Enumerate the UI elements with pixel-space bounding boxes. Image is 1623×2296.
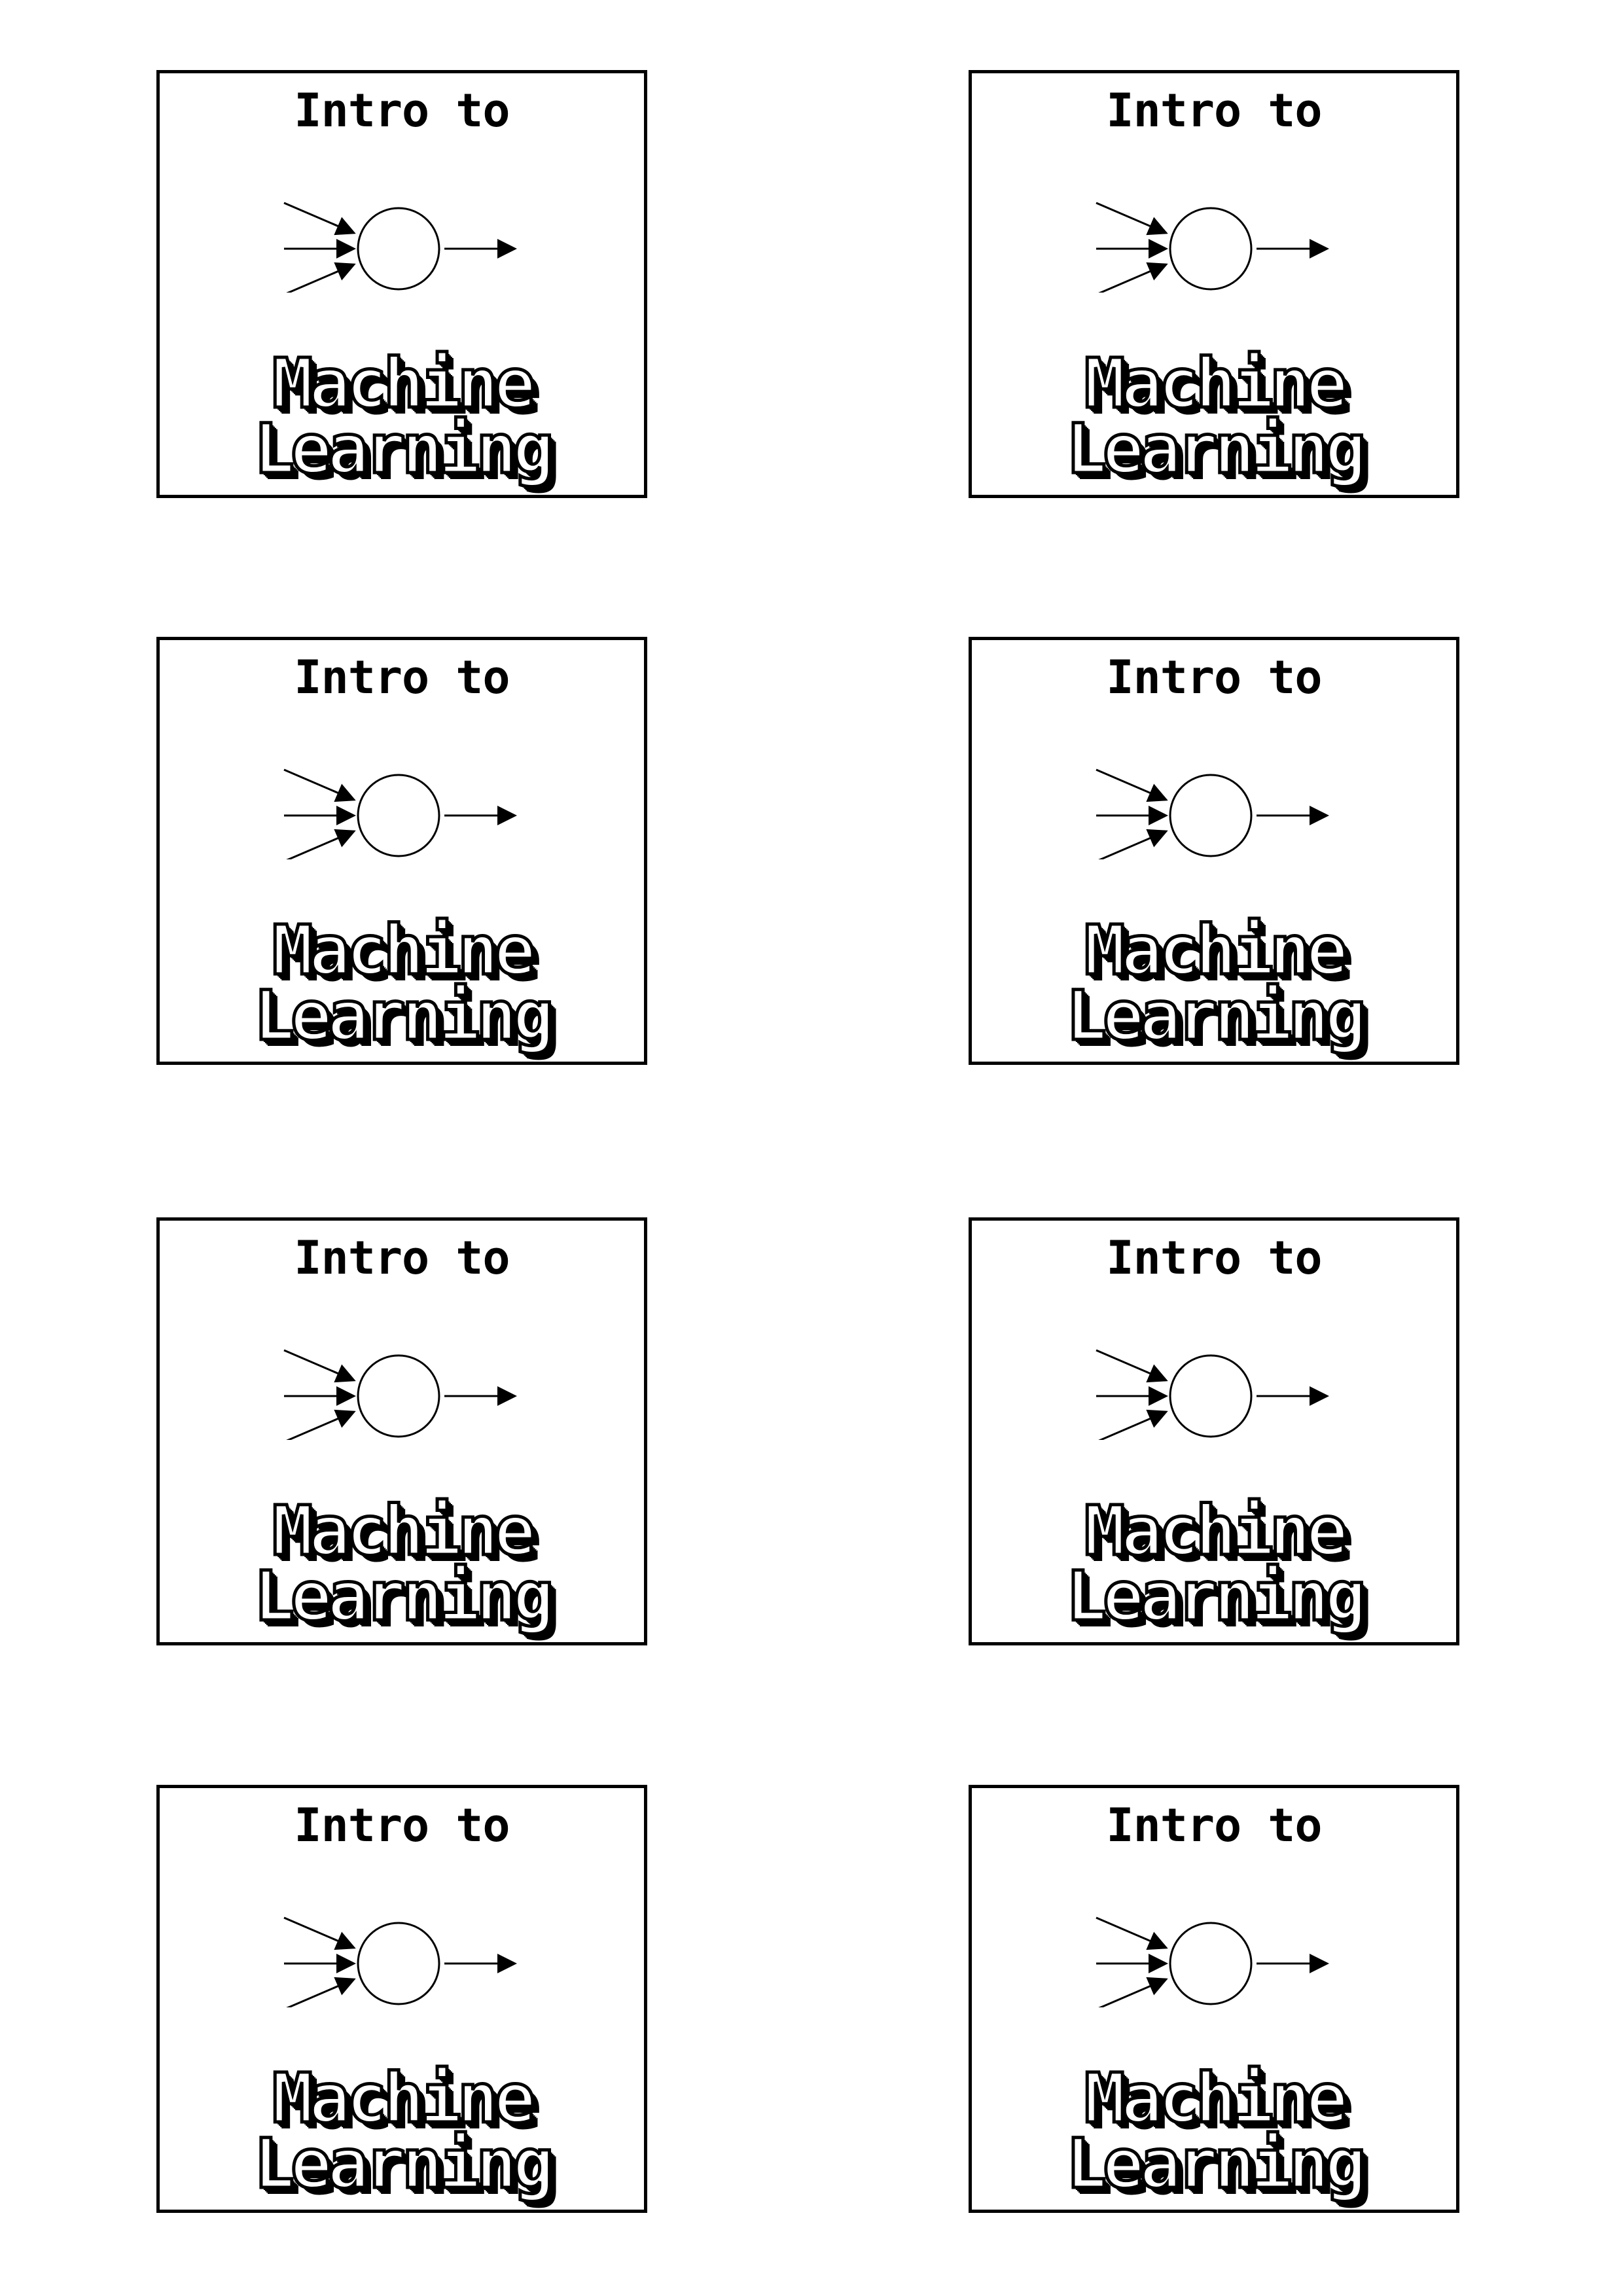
- label-card: Intro to Machine Learning: [156, 637, 647, 1065]
- title-learning: Learning: [1064, 2124, 1368, 2204]
- intro-text: Intro to: [294, 84, 510, 137]
- label-card: Intro to Machine Learning: [156, 1217, 647, 1645]
- title-machine: Machine: [270, 2058, 537, 2138]
- neuron-icon: [1096, 1349, 1329, 1440]
- intro-text: Intro to: [1106, 1799, 1322, 1852]
- title-learning: Learning: [252, 409, 556, 489]
- title-machine: Machine: [270, 344, 537, 423]
- intro-text: Intro to: [294, 1231, 510, 1285]
- intro-text: Intro to: [1106, 1231, 1322, 1285]
- title-machine: Machine: [270, 910, 537, 990]
- intro-text: Intro to: [1106, 84, 1322, 137]
- intro-text: Intro to: [294, 651, 510, 704]
- intro-text: Intro to: [1106, 651, 1322, 704]
- title-learning: Learning: [1064, 976, 1368, 1056]
- title-learning: Learning: [1064, 409, 1368, 489]
- label-card: Intro to Machine Learning: [969, 1785, 1459, 2213]
- neuron-icon: [283, 1916, 517, 2007]
- title-machine: Machine: [270, 1491, 537, 1571]
- label-card: Intro to Machine Learning: [969, 1217, 1459, 1645]
- neuron-icon: [283, 768, 517, 859]
- title-learning: Learning: [252, 1556, 556, 1636]
- neuron-icon: [283, 202, 517, 293]
- title-machine: Machine: [1082, 2058, 1349, 2138]
- neuron-icon: [1096, 202, 1329, 293]
- label-card: Intro to Machine Learning: [969, 70, 1459, 498]
- intro-text: Intro to: [294, 1799, 510, 1852]
- title-learning: Learning: [252, 976, 556, 1056]
- title-machine: Machine: [1082, 910, 1349, 990]
- title-learning: Learning: [252, 2124, 556, 2204]
- neuron-icon: [283, 1349, 517, 1440]
- neuron-icon: [1096, 768, 1329, 859]
- title-machine: Machine: [1082, 344, 1349, 423]
- title-learning: Learning: [1064, 1556, 1368, 1636]
- title-machine: Machine: [1082, 1491, 1349, 1571]
- label-card: Intro to Machine Learning: [156, 70, 647, 498]
- label-card: Intro to Machine Learning: [156, 1785, 647, 2213]
- label-card: Intro to Machine Learning: [969, 637, 1459, 1065]
- neuron-icon: [1096, 1916, 1329, 2007]
